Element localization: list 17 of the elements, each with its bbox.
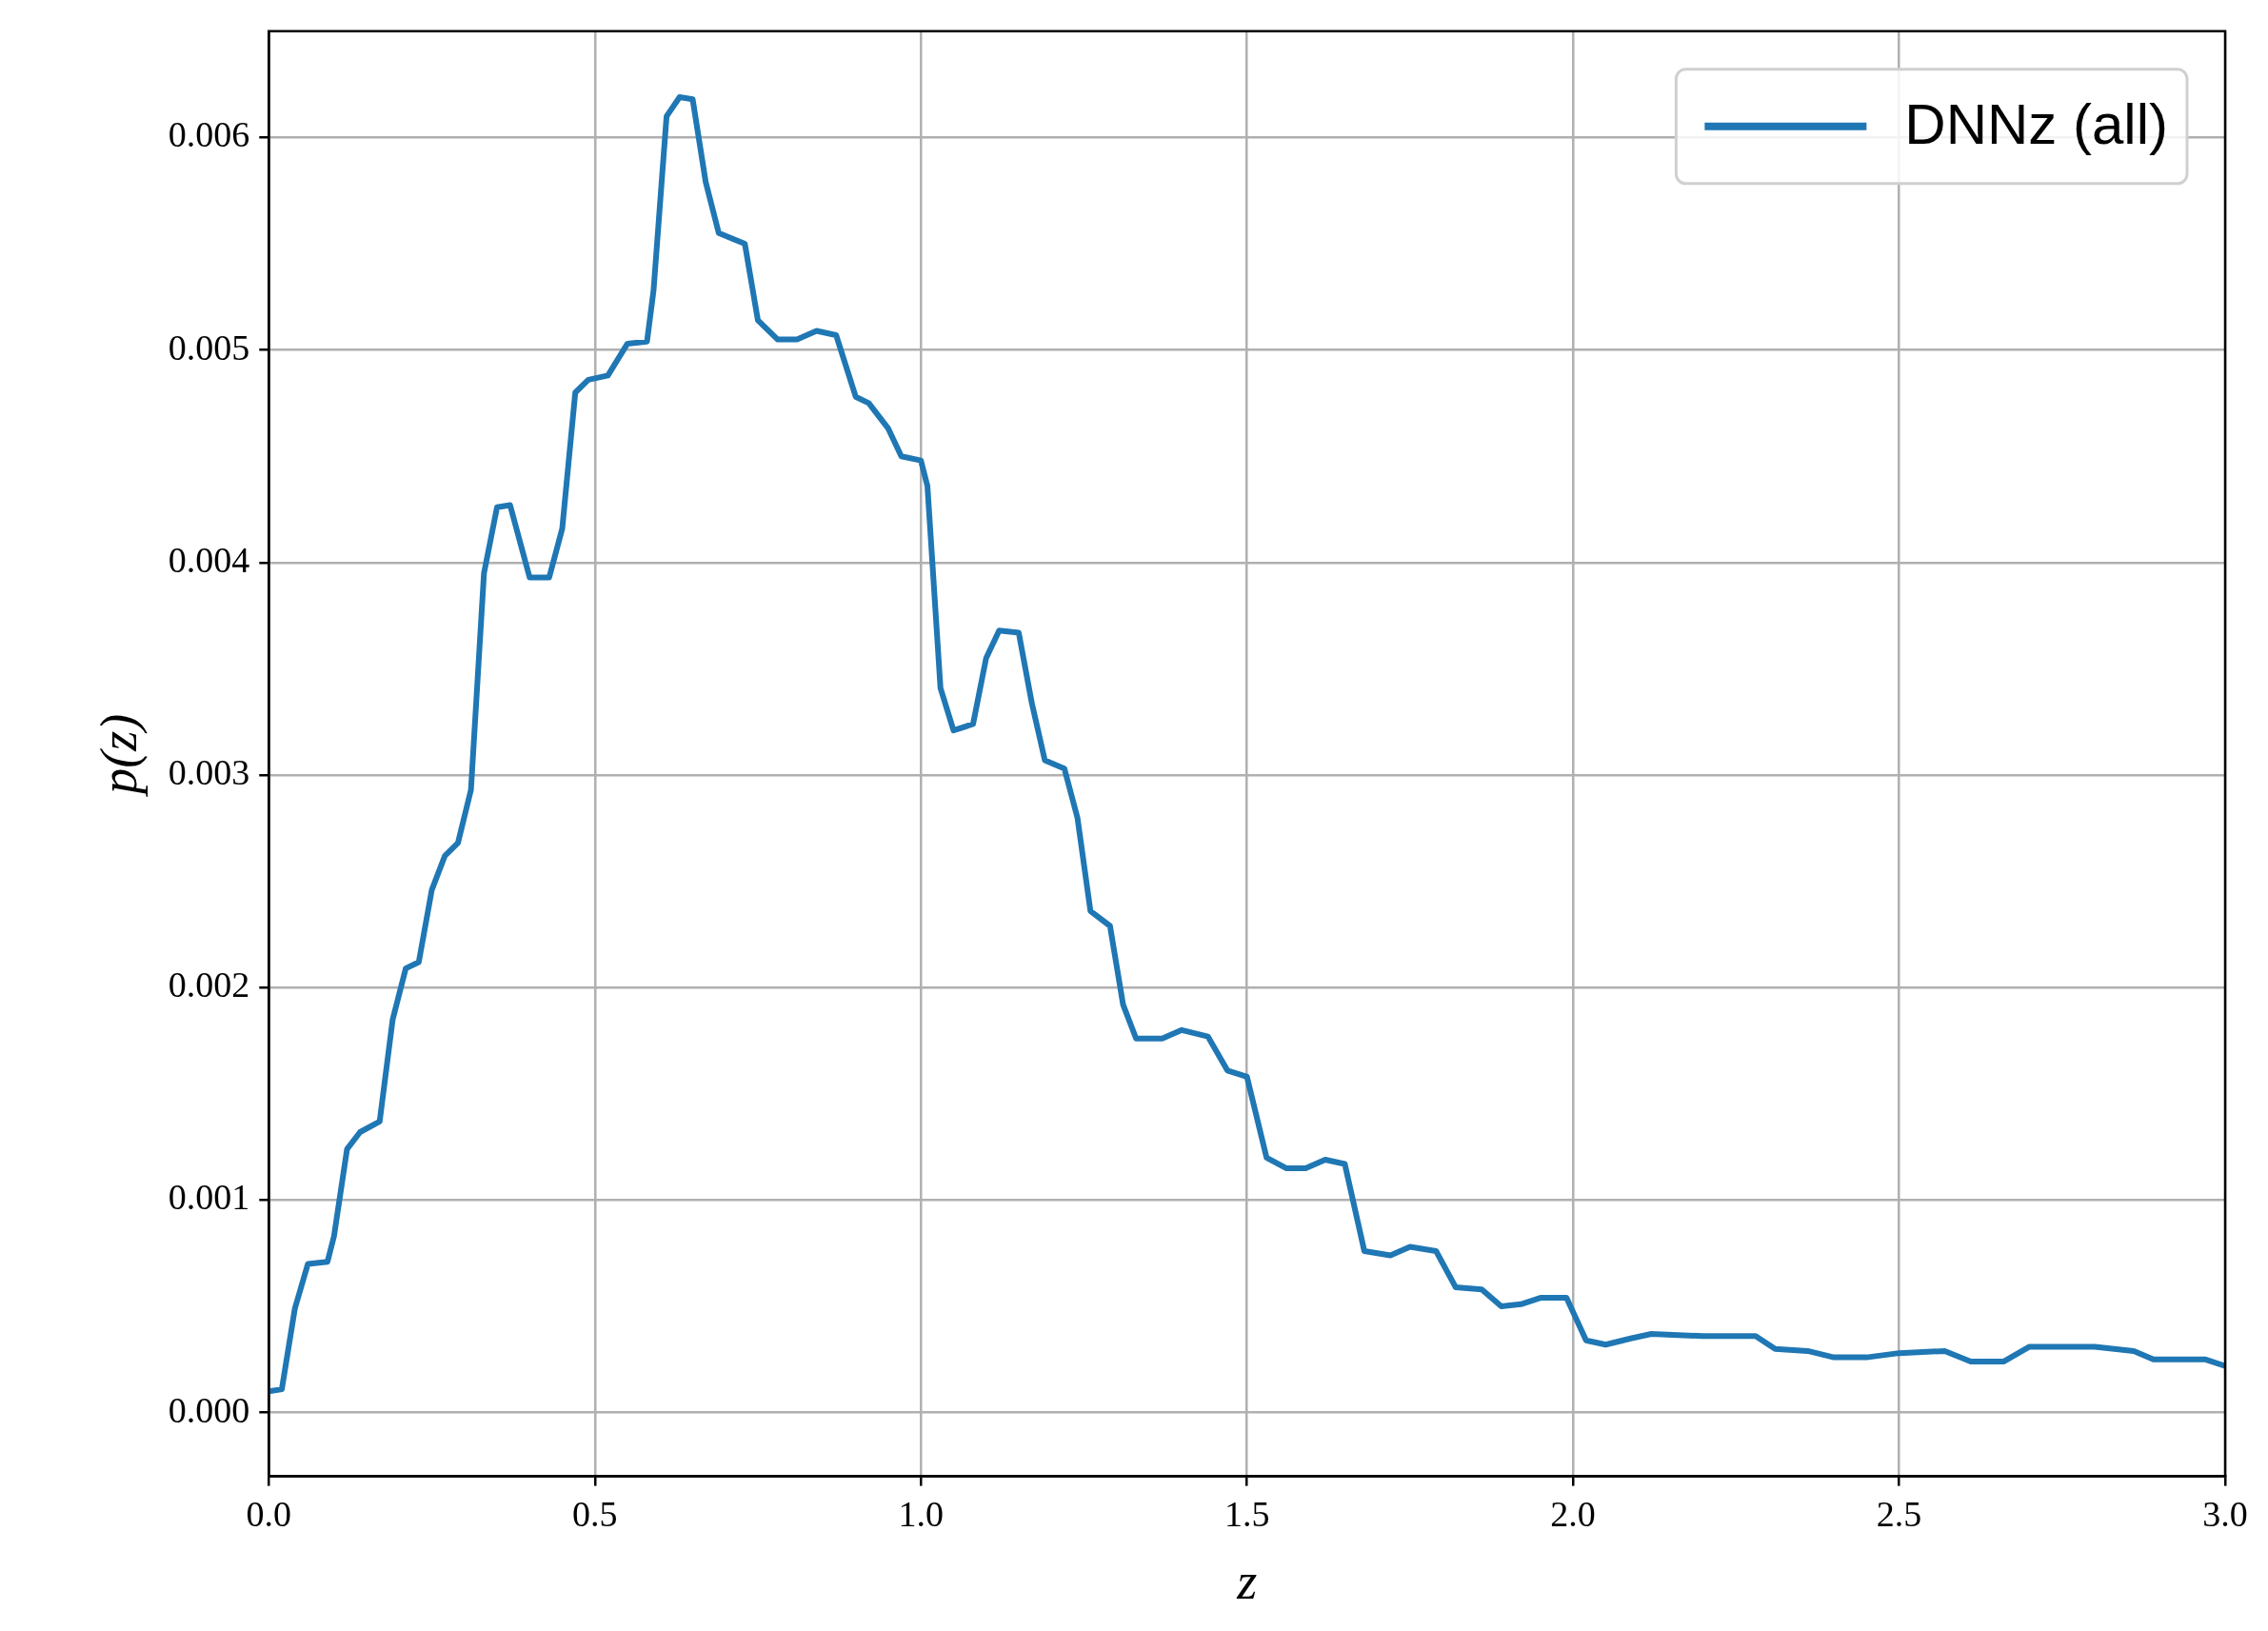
- x-tick-label: 2.0: [1550, 1494, 1596, 1535]
- y-tick-label: 0.006: [168, 114, 250, 155]
- x-tick-label: 0.5: [572, 1494, 618, 1535]
- x-tick-label: 1.0: [898, 1494, 944, 1535]
- legend-label: DNNz (all): [1904, 92, 2169, 157]
- y-tick-label: 0.001: [168, 1177, 250, 1218]
- x-tick-label: 3.0: [2202, 1494, 2248, 1535]
- x-axis-title: z: [1236, 1552, 1258, 1610]
- x-tick-label: 2.5: [1876, 1494, 1922, 1535]
- y-tick-label: 0.000: [168, 1389, 250, 1430]
- y-tick-label: 0.002: [168, 965, 250, 1005]
- x-tick-label: 1.5: [1224, 1494, 1270, 1535]
- y-tick-label: 0.004: [168, 539, 250, 580]
- y-tick-label: 0.005: [168, 327, 250, 368]
- y-axis-title: p(z): [90, 713, 148, 798]
- x-tick-label: 0.0: [246, 1494, 292, 1535]
- y-tick-label: 0.003: [168, 752, 250, 792]
